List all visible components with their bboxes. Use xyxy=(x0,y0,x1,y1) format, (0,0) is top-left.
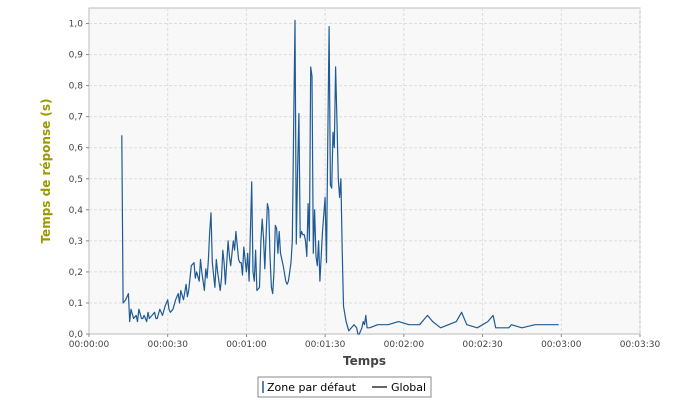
x-axis-title: Temps xyxy=(343,354,386,368)
y-axis-title: Temps de réponse (s) xyxy=(39,98,53,243)
plot-area xyxy=(88,7,641,335)
legend-box xyxy=(257,376,432,398)
y-tick-label: 0,1 xyxy=(69,299,83,309)
y-tick-label: 0,5 xyxy=(69,175,83,185)
x-tick-label: 00:02:00 xyxy=(384,340,425,350)
legend-label-global: Global xyxy=(391,381,426,394)
y-tick-label: 0,8 xyxy=(69,82,84,92)
y-tick-label: 0,3 xyxy=(69,237,83,247)
x-tick-label: 00:01:00 xyxy=(226,340,267,350)
grid-lines xyxy=(89,8,641,334)
y-tick-label: 0,0 xyxy=(69,330,84,340)
legend-label-zone-par-defaut: Zone par défaut xyxy=(267,381,357,394)
axes: 0,0 0,1 0,2 0,3 0,4 0,5 0,6 0,7 0,8 0,9 1,0 00:00:0… xyxy=(69,20,661,350)
y-tick-label: 0,7 xyxy=(69,113,83,123)
series-layer xyxy=(121,19,559,335)
x-tick-label: 00:03:00 xyxy=(541,340,582,350)
x-tick-label: 00:00:00 xyxy=(69,340,110,350)
x-tick-label: 00:03:30 xyxy=(620,340,661,350)
series-line-0 xyxy=(121,19,559,335)
y-tick-label: 0,9 xyxy=(69,51,84,61)
x-tick-label: 00:02:30 xyxy=(462,340,503,350)
y-tick-label: 1,0 xyxy=(69,20,84,30)
y-tick-label: 0,6 xyxy=(69,144,84,154)
y-tick-label: 0,4 xyxy=(69,206,84,216)
x-tick-label: 00:01:30 xyxy=(305,340,346,350)
x-tick-label: 00:00:30 xyxy=(148,340,189,350)
legend: Zone par défaut Global xyxy=(257,376,432,398)
y-tick-label: 0,2 xyxy=(69,268,83,278)
